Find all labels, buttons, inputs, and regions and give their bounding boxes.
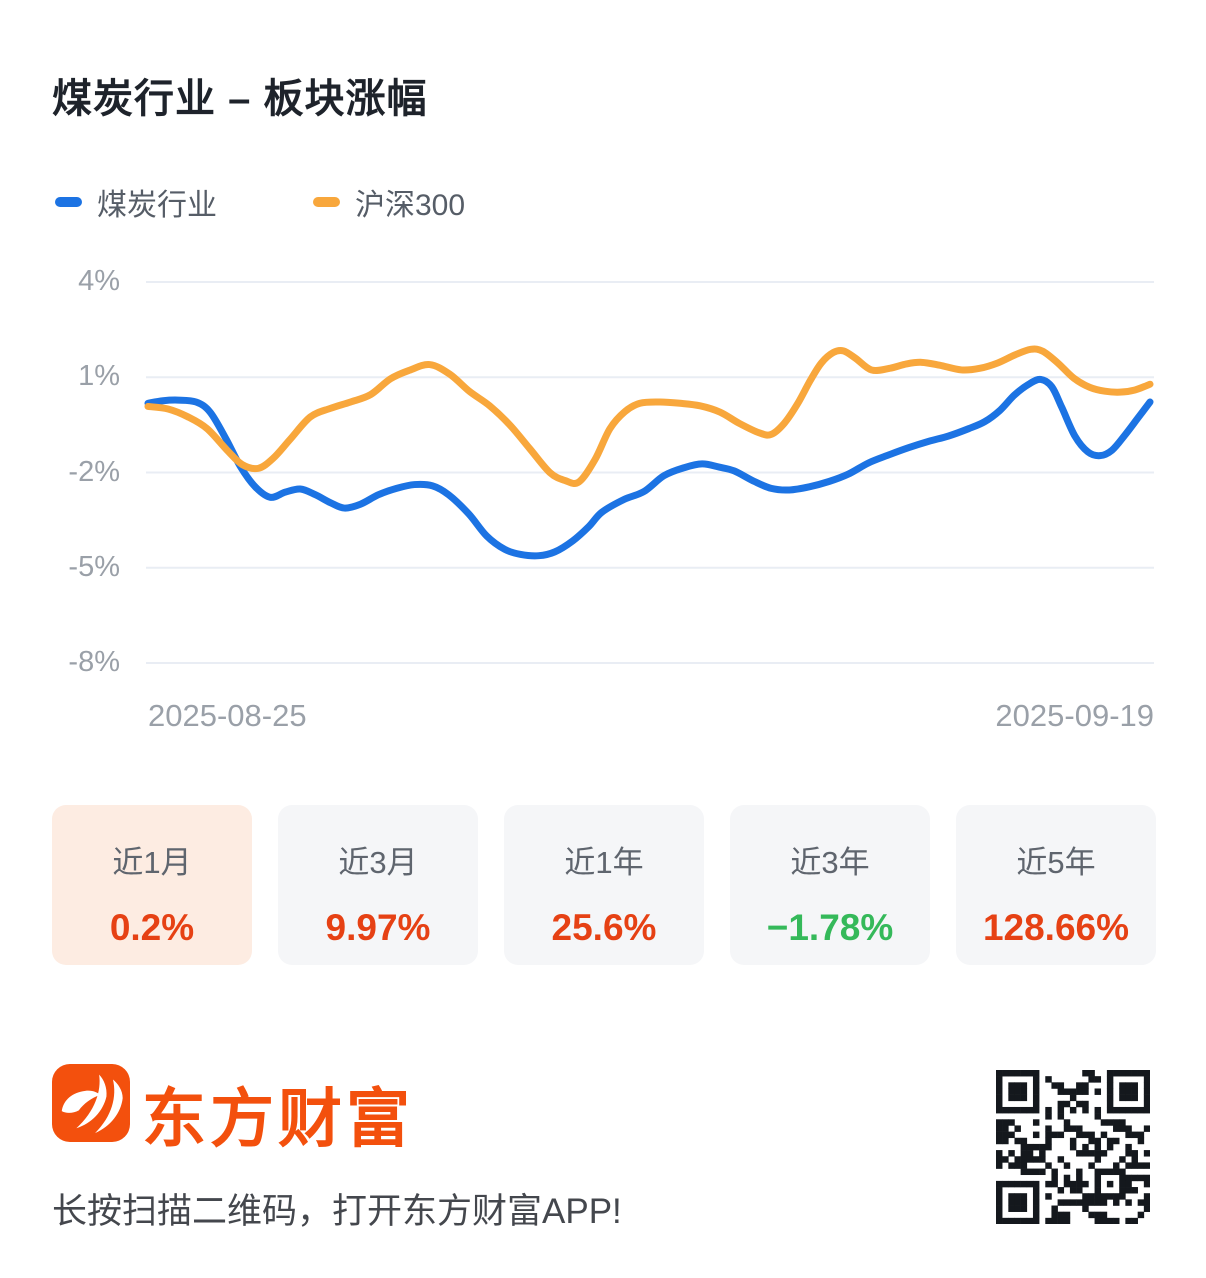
stat-value: 25.6% [551, 907, 657, 948]
x-axis-start-date: 2025-08-25 [148, 698, 307, 733]
footer-caption: 长按扫描二维码，打开东方财富APP! [52, 1192, 622, 1231]
stat-value: 9.97% [325, 907, 431, 948]
stat-label: 近3月 [338, 845, 418, 880]
sector-performance-line-chart [144, 281, 1154, 664]
legend-item-hs300[interactable]: 沪深300 [313, 180, 465, 224]
y-axis-tick: -8% [68, 646, 120, 678]
period-return-tabs: 近1月 0.2% 近3月 9.97% 近1年 25.6% 近3年 −1.78% … [52, 805, 1156, 965]
legend-label-hs300: 沪深300 [355, 189, 466, 222]
stat-label: 近5年 [1016, 845, 1096, 880]
y-axis: 4% 1% -2% -5% -8% [0, 250, 120, 720]
x-axis-end-date: 2025-09-19 [995, 698, 1154, 733]
y-axis-tick: 4% [78, 265, 120, 297]
legend-item-coal[interactable]: 煤炭行业 [55, 180, 217, 224]
stat-label: 近1月 [112, 845, 192, 880]
coal-sector-line [144, 375, 1154, 560]
stat-value: 0.2% [109, 907, 195, 948]
stat-label: 近1年 [564, 845, 644, 880]
stat-box-1month[interactable]: 近1月 0.2% [52, 805, 252, 965]
qr-code[interactable] [996, 1070, 1150, 1224]
y-axis-tick: -5% [68, 550, 120, 583]
brand-name: 东方财富 [142, 1083, 414, 1155]
y-axis-tick: 1% [78, 360, 120, 393]
stat-box-3year[interactable]: 近3年 −1.78% [730, 805, 930, 965]
x-axis: 2025-08-25 2025-09-19 [0, 698, 1206, 738]
stat-label: 近3年 [790, 845, 870, 880]
y-axis-tick: -2% [68, 455, 120, 488]
hs300-series-color-pill [313, 197, 340, 207]
page-title: 煤炭行业 – 板块涨幅 [52, 77, 428, 121]
stat-box-3month[interactable]: 近3月 9.97% [278, 805, 478, 965]
stat-box-1year[interactable]: 近1年 25.6% [504, 805, 704, 965]
hs300-line [144, 345, 1154, 487]
stat-value: −1.78% [766, 907, 894, 948]
coal-series-color-pill [55, 197, 82, 207]
legend-label-coal: 煤炭行业 [97, 189, 217, 222]
chart-legend: 煤炭行业 沪深300 [55, 180, 465, 224]
stat-value: 128.66% [982, 907, 1130, 948]
eastmoney-logo-icon [52, 1064, 130, 1142]
stat-box-5year[interactable]: 近5年 128.66% [956, 805, 1156, 965]
